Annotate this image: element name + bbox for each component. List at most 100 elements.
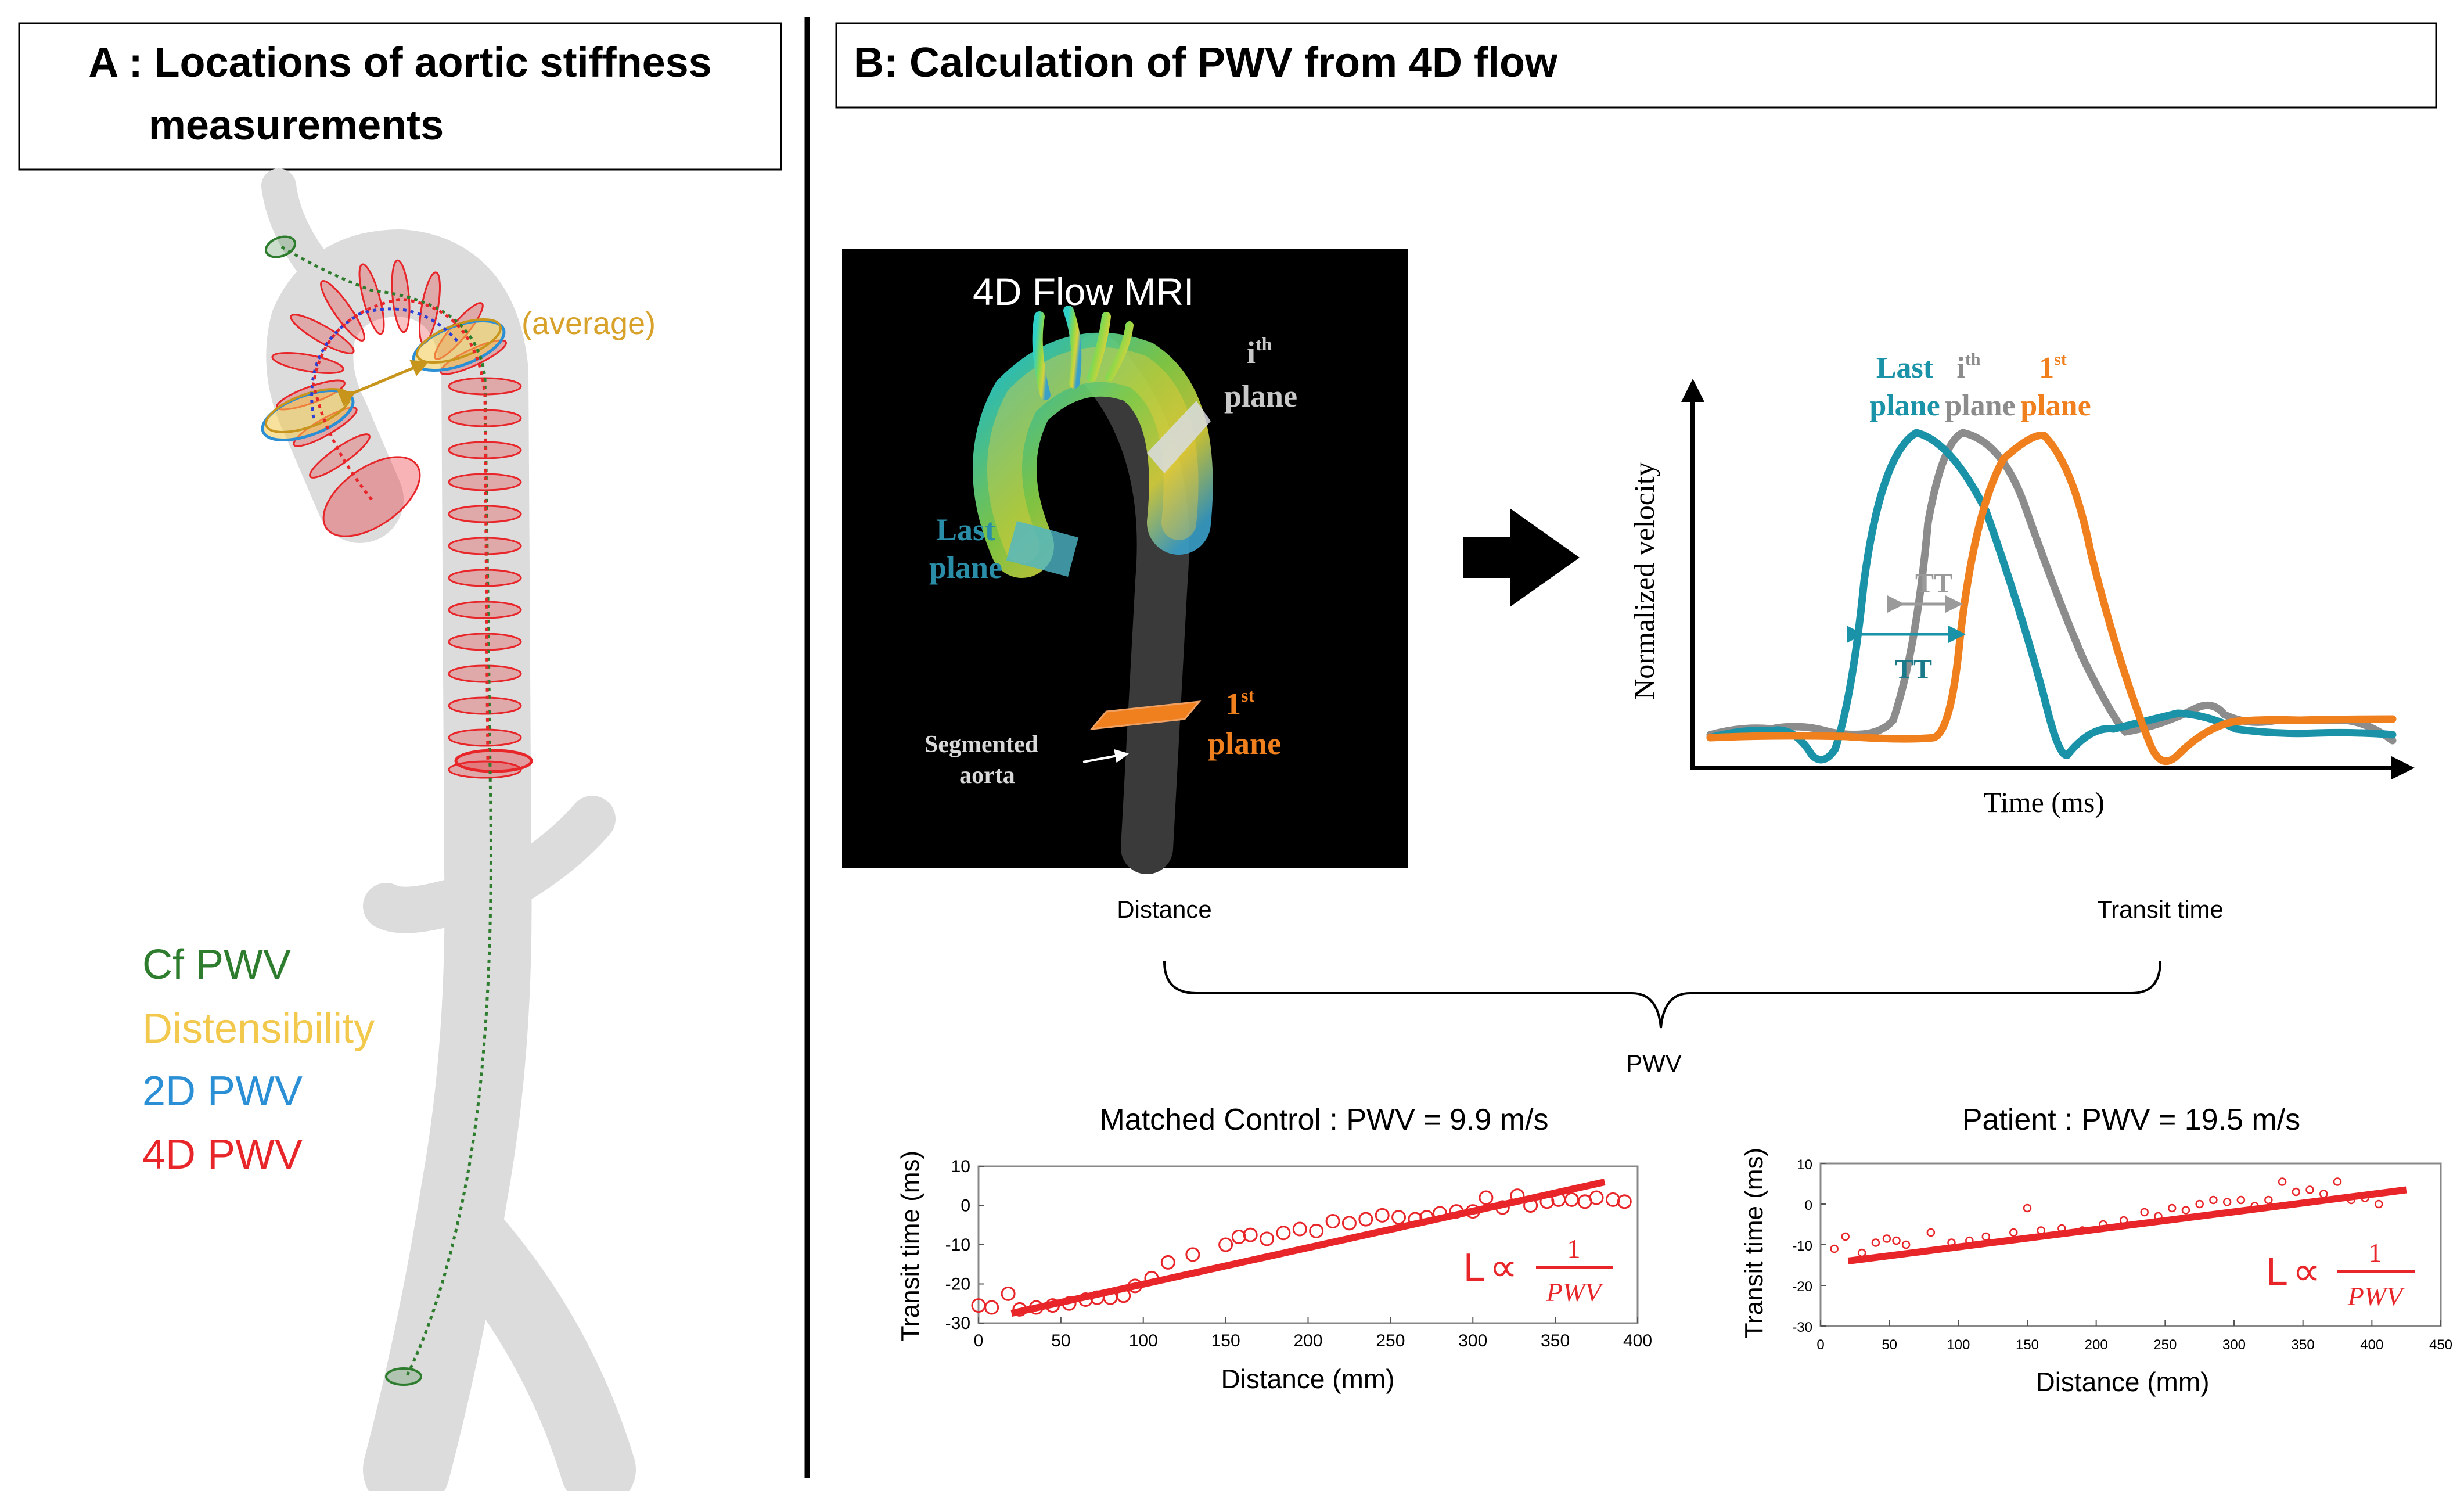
scatter-point xyxy=(1617,1194,1632,1209)
y-tick-label: -30 xyxy=(945,1314,970,1333)
y-tick-label: -10 xyxy=(945,1235,970,1255)
scatter-point xyxy=(2374,1199,2383,1209)
relation-control-den: PWV xyxy=(1546,1277,1604,1307)
x-tick-label: 250 xyxy=(1376,1331,1405,1350)
scatter-point xyxy=(2305,1185,2314,1194)
scatter-point xyxy=(1391,1210,1407,1225)
x-tick-label: 350 xyxy=(1541,1331,1570,1350)
cf-pwv-path xyxy=(280,245,492,1378)
process-arrow xyxy=(1463,508,1580,607)
x-tick-label: 150 xyxy=(2016,1337,2039,1353)
scatter-point xyxy=(2009,1228,2018,1237)
mri-segmented-line2: aorta xyxy=(959,762,1015,789)
y-tick-label: -10 xyxy=(1792,1238,1812,1254)
legend-2d-pwv: 2D PWV xyxy=(142,1068,303,1115)
velocity-plot: Normalized velocity Time (ms) Last plane… xyxy=(1628,350,2415,818)
x-tick-label: 100 xyxy=(1947,1337,1970,1353)
scatter-point xyxy=(2278,1177,2287,1186)
mri-last-line1: Last xyxy=(936,512,995,547)
scatter-point xyxy=(2236,1195,2246,1205)
scatter-point xyxy=(1243,1227,1258,1242)
scatter-point xyxy=(2167,1203,2177,1213)
scatter-control-xticks: 0 50 100 150 200 250 300 350 400 xyxy=(974,1317,1652,1350)
scatter-control-marks xyxy=(971,1179,1632,1317)
panel-a-title-line1: A : Locations of aortic stiffness xyxy=(88,39,711,86)
velocity-last-line2: plane xyxy=(1869,389,1940,422)
x-tick-label: 300 xyxy=(1458,1331,1487,1350)
scatter-point xyxy=(1830,1244,1839,1253)
velocity-xlabel: Time (ms) xyxy=(1984,786,2105,818)
velocity-first-sup: st xyxy=(2054,350,2067,369)
scatter-patient-ylabel: Transit time (ms) xyxy=(1740,1148,1768,1338)
velocity-ith-sup: th xyxy=(1965,350,1981,369)
curve-ith-plane xyxy=(1706,429,2397,745)
scatter-point xyxy=(1341,1216,1357,1231)
scatter-control-ylabel: Transit time (ms) xyxy=(896,1151,925,1341)
x-tick-label: 200 xyxy=(2085,1337,2108,1353)
mri-image: 4D Flow MRI ith plane Last plane xyxy=(842,249,1408,874)
x-tick-label: 0 xyxy=(1816,1337,1824,1353)
velocity-ith-label: plane xyxy=(1945,389,2015,422)
scatter-patient-marks xyxy=(1830,1177,2407,1264)
scatter-point xyxy=(2264,1195,2273,1205)
mri-ith-sup: th xyxy=(1256,333,1272,354)
cf-pwv-marker-top xyxy=(264,235,297,258)
scatter-point xyxy=(1218,1237,1233,1252)
y-tick-label: 0 xyxy=(961,1197,970,1216)
scatter-point xyxy=(1589,1190,1604,1205)
mri-ith-plane xyxy=(1147,401,1211,473)
relation-patient-propto: ∝ xyxy=(2293,1249,2321,1294)
legend-cf-pwv: Cf PWV xyxy=(142,942,291,988)
scatter-point xyxy=(2292,1187,2301,1197)
scatter-point xyxy=(2181,1206,2190,1215)
formula-transit-time: Transit time xyxy=(2097,896,2224,923)
scatter-point xyxy=(1926,1228,1936,1237)
x-tick-label: 400 xyxy=(2360,1337,2383,1353)
mri-first-plane-label: plane xyxy=(1208,726,1281,761)
relation-control-propto: ∝ xyxy=(1490,1245,1518,1289)
scatter-point xyxy=(2195,1199,2204,1209)
scatter-point xyxy=(2333,1177,2342,1186)
velocity-last-line1: Last xyxy=(1876,351,1934,385)
scatter-point xyxy=(2209,1195,2218,1205)
legend-distensibility: Distensibility xyxy=(142,1005,375,1052)
scatter-control-title: Matched Control : PWV = 9.9 m/s xyxy=(1099,1103,1548,1137)
x-tick-label: 100 xyxy=(1129,1331,1158,1350)
velocity-first-label: plane xyxy=(2020,389,2091,422)
scatter-point xyxy=(1325,1214,1340,1228)
scatter-point xyxy=(984,1300,999,1315)
y-tick-label: 10 xyxy=(1797,1157,1812,1173)
y-tick-label: 0 xyxy=(1805,1198,1812,1213)
scatter-point xyxy=(1871,1238,1880,1247)
scatter-point xyxy=(1185,1247,1200,1262)
panel-b: B: Calculation of PWV from 4D flow 4D Fl… xyxy=(835,22,2452,1397)
mri-ith-plane-label: plane xyxy=(1224,379,1297,414)
x-tick-label: 50 xyxy=(1051,1331,1070,1350)
panel-b-title-box xyxy=(835,22,2437,109)
y-tick-label: -30 xyxy=(1792,1320,1812,1335)
panel-a-legend: Cf PWV Distensibility 2D PWV 4D PWV xyxy=(142,942,375,1178)
x-tick-label: 300 xyxy=(2222,1337,2246,1353)
formula-brace xyxy=(1163,961,2161,1029)
scatter-control-relation: L ∝ 1 PWV xyxy=(1463,1234,1613,1307)
scatter-patient-xlabel: Distance (mm) xyxy=(2035,1367,2209,1397)
mri-last-line2: plane xyxy=(929,550,1002,585)
scatter-control-yticks: 10 0 -10 -20 -30 xyxy=(945,1157,984,1333)
scatter-point xyxy=(2023,1203,2032,1213)
panel-a-title-box xyxy=(18,22,782,171)
formula-distance: Distance xyxy=(1117,896,1211,923)
velocity-ith-i: i xyxy=(1956,351,1965,385)
mri-segmented-line1: Segmented xyxy=(925,731,1038,758)
x-tick-label: 200 xyxy=(1293,1331,1322,1350)
scatter-point xyxy=(1605,1192,1620,1207)
panel-a: A : Locations of aortic stiffness measur… xyxy=(18,22,782,1491)
tt-teal-label: TT xyxy=(1895,654,1932,685)
scatter-patient-yticks: 10 0 -10 -20 -30 xyxy=(1792,1157,1826,1335)
svg-text:1st: 1st xyxy=(2039,350,2067,385)
formula-pwv: PWV xyxy=(1626,1050,1682,1077)
svg-text:1st: 1st xyxy=(1225,685,1254,721)
x-tick-label: 150 xyxy=(1211,1331,1240,1350)
distensibility-ring-inner-desc xyxy=(415,318,502,364)
scatter-patient-title: Patient : PWV = 19.5 m/s xyxy=(1962,1103,2300,1137)
